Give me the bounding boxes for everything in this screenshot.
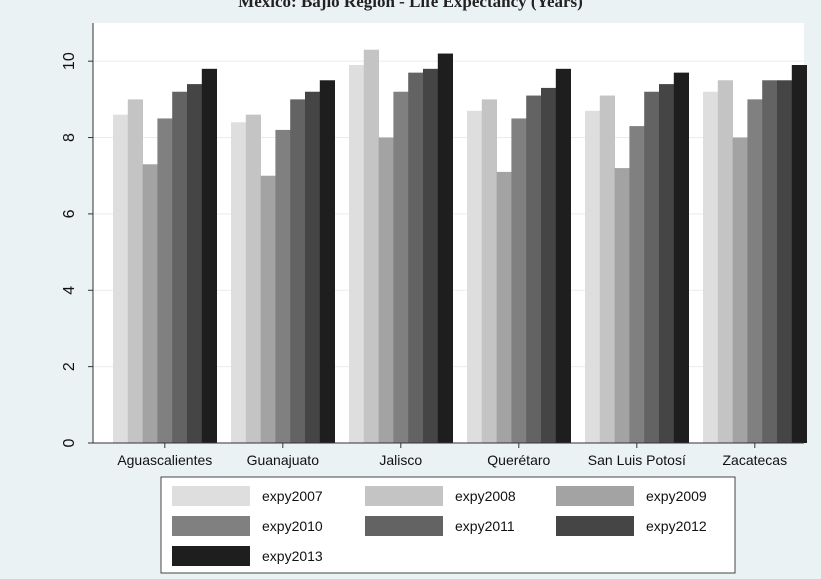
legend: expy2007 expy2008 expy2009 expy2010 expy2011… [160, 476, 736, 574]
x-axis: Aguascalientes Guanajuato Jalisco Querétaro… [93, 442, 804, 468]
legend-label-expy2010: expy2010 [262, 518, 323, 534]
legend-swatch-expy2010 [172, 516, 250, 536]
bar-expy2010-4 [629, 126, 645, 443]
legend-swatch-expy2009 [556, 486, 634, 506]
bar-expy2013-1 [319, 80, 335, 443]
bar-expy2009-4 [614, 168, 630, 443]
legend-label-expy2007: expy2007 [262, 488, 323, 504]
legend-swatch-expy2008 [365, 486, 443, 506]
bar-expy2009-1 [260, 175, 276, 443]
bar-expy2012-5 [777, 80, 793, 443]
bar-expy2008-0 [127, 99, 143, 443]
bar-expy2011-5 [762, 80, 778, 443]
bar-expy2010-3 [511, 118, 527, 444]
bar-expy2007-3 [467, 110, 483, 444]
legend-label-expy2012: expy2012 [646, 518, 707, 534]
x-tick-label: Zacatecas [723, 452, 788, 468]
legend-box [160, 476, 736, 574]
bar-expy2013-3 [555, 68, 571, 444]
bar-expy2010-1 [275, 129, 291, 443]
bar-expy2013-4 [673, 72, 689, 444]
bar-expy2007-4 [585, 110, 601, 444]
legend-label-expy2011: expy2011 [455, 518, 515, 534]
bar-expy2009-0 [142, 164, 158, 444]
bar-expy2008-4 [599, 95, 615, 443]
y-tick-label: 2 [61, 362, 78, 371]
legend-label-expy2008: expy2008 [455, 488, 516, 504]
bar-expy2011-0 [172, 91, 188, 444]
bar-expy2012-4 [659, 84, 675, 443]
bar-expy2007-2 [349, 65, 365, 443]
y-tick-label: 10 [61, 52, 78, 70]
bar-expy2009-2 [378, 137, 394, 443]
bar-expy2010-5 [747, 99, 763, 443]
bar-expy2011-1 [290, 99, 306, 443]
x-tick-label: Querétaro [487, 452, 550, 468]
bar-expy2009-5 [732, 137, 748, 443]
bar-expy2011-2 [408, 72, 424, 444]
bar-expy2012-1 [305, 91, 321, 444]
legend-label-expy2013: expy2013 [262, 548, 323, 564]
chart-title: Mexico: Bajío Region - Life Expectancy (… [238, 0, 583, 11]
bar-expy2008-3 [481, 99, 497, 443]
bar-expy2012-2 [423, 68, 439, 444]
bar-expy2009-3 [496, 171, 512, 443]
bar-expy2007-0 [113, 114, 129, 444]
bar-expy2013-5 [791, 65, 807, 443]
bar-expy2008-5 [717, 80, 733, 443]
bar-expy2008-2 [363, 49, 379, 444]
y-tick-label: 6 [61, 209, 78, 218]
y-tick-label: 8 [61, 133, 78, 142]
bar-expy2010-2 [393, 91, 409, 444]
bar-expy2010-0 [157, 118, 173, 444]
legend-swatch-expy2013 [172, 546, 250, 566]
legend-swatch-expy2012 [556, 516, 634, 536]
bars [113, 49, 807, 444]
bar-expy2011-3 [526, 95, 542, 443]
bar-expy2012-3 [541, 87, 557, 443]
bar-expy2011-4 [644, 91, 660, 444]
x-tick-label: Jalisco [379, 452, 422, 468]
bar-expy2012-0 [187, 84, 203, 443]
legend-label-expy2009: expy2009 [646, 488, 707, 504]
bar-expy2013-2 [437, 53, 453, 443]
legend-swatch-expy2011 [365, 516, 443, 536]
bar-expy2007-1 [231, 122, 247, 443]
y-tick-label: 0 [61, 438, 78, 447]
x-tick-label: Guanajuato [247, 452, 320, 468]
bar-expy2007-5 [703, 91, 719, 444]
x-tick-label: Aguascalientes [117, 452, 212, 468]
bar-expy2013-0 [201, 68, 217, 444]
legend-swatch-expy2007 [172, 486, 250, 506]
bar-expy2008-1 [245, 114, 261, 444]
x-tick-label: San Luis Potosí [588, 452, 686, 468]
y-tick-label: 4 [61, 286, 78, 295]
y-axis: 0 2 4 6 8 10 [61, 23, 94, 447]
